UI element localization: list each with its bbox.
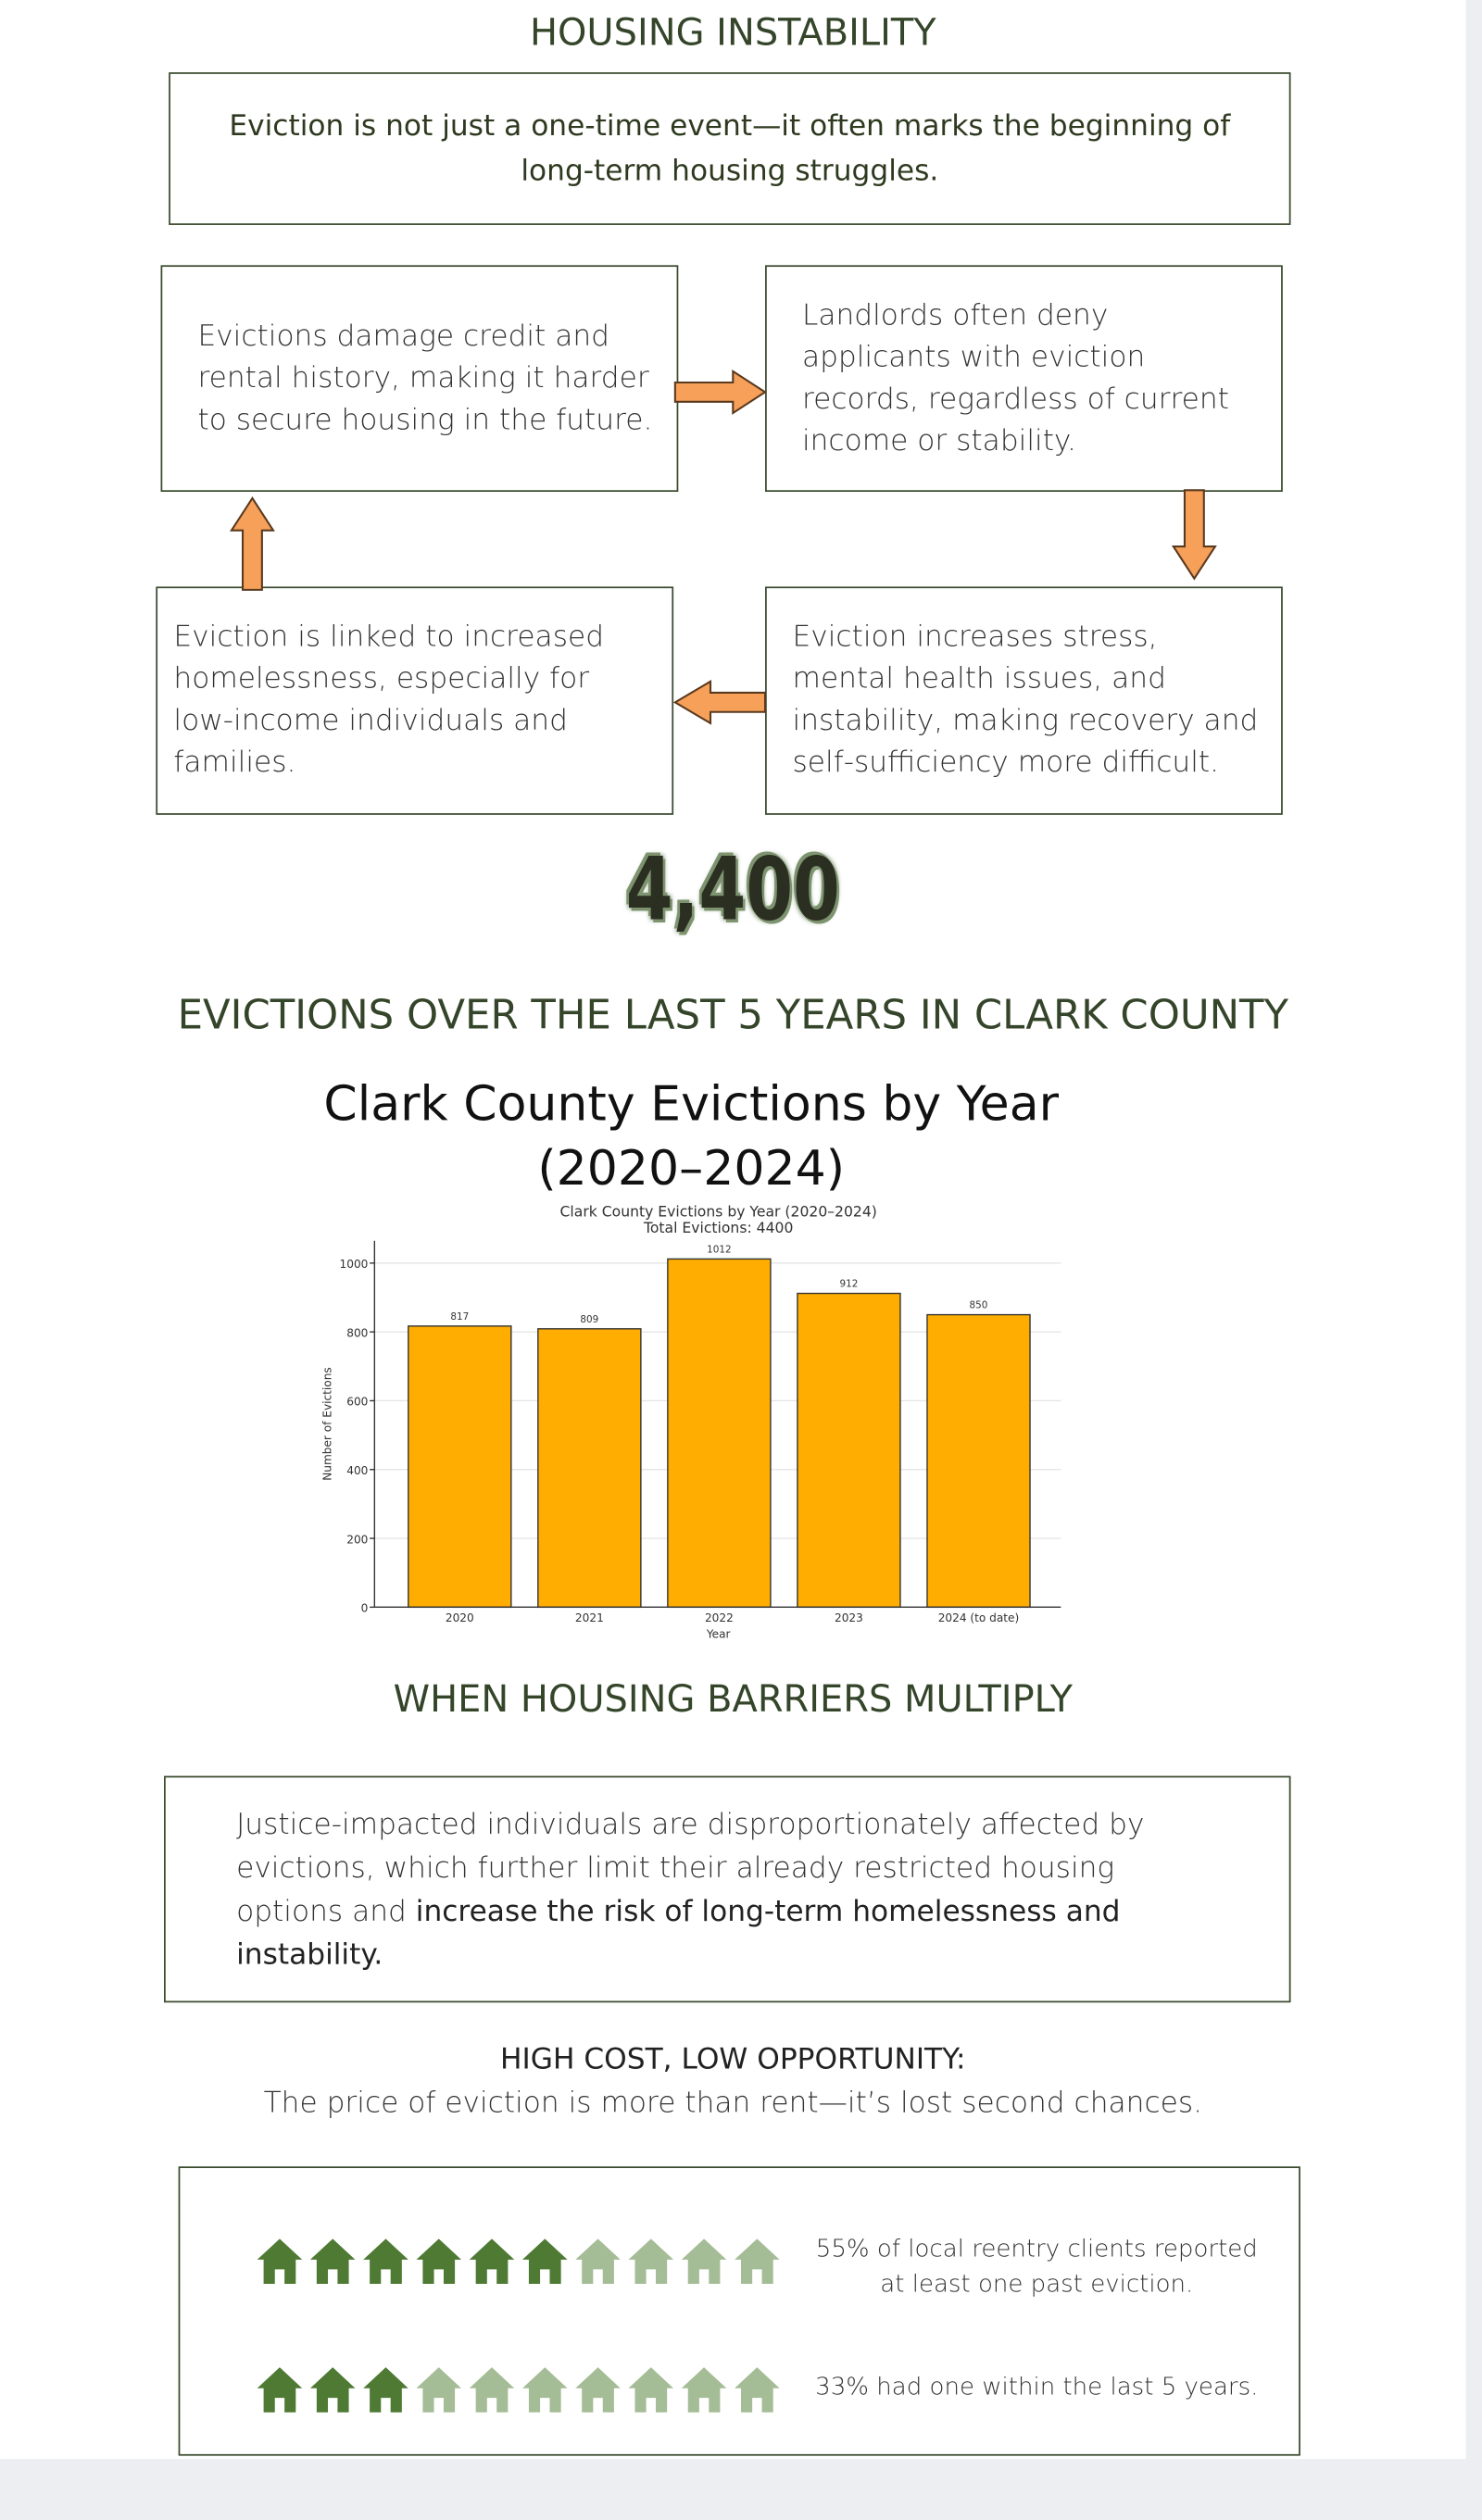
intro-box: Eviction is not just a one-time event—it… [169,72,1291,225]
house-icons [257,2238,780,2413]
chart-title: Clark County Evictions by Year (2020–202… [560,1204,877,1221]
bar [797,1292,901,1609]
intro-text: Eviction is not just a one-time event—it… [229,108,1231,188]
arrow [1171,489,1217,581]
cycle-box: Eviction increases stress, mental health… [765,586,1283,815]
icon-row [257,2238,568,2413]
arrow [673,369,767,415]
stat-text: 33% had one within the last 5 years. [815,2372,1259,2401]
cost-title: HIGH COST, LOW OPPORTUNITY: [500,2042,966,2077]
stat-text: 55% of local reentry clients reported at… [815,2234,1258,2299]
chart: Clark County Evictions by Year (2020–202… [320,1204,1061,1640]
x-tick-label: 2022 [705,1611,734,1624]
cycle-box: Evictions damage credit and rental histo… [160,265,679,493]
y-tick-label: 800 [346,1326,368,1339]
icon-row [416,2238,780,2413]
y-tick-label: 400 [346,1464,368,1477]
value-label: 912 [840,1279,859,1290]
value-label: 809 [580,1314,598,1325]
x-tick-label: 2020 [446,1611,474,1624]
x-tick-label: 2021 [575,1611,604,1624]
bar [537,1328,642,1609]
barriers-text: Justice-impacted individuals are disprop… [236,1802,1218,1975]
title: HOUSING INSTABILITY [529,12,936,56]
stat-caption: EVICTIONS OVER THE LAST 5 YEARS IN CLARK… [177,991,1289,1039]
x-tick-label: 2023 [835,1611,863,1624]
y-tick-label: 200 [346,1533,368,1546]
chart-subtitle: Total Evictions: 4400 [643,1220,793,1236]
arrow [229,496,275,591]
cycle-box: Landlords often deny applicants with evi… [765,265,1283,493]
stats-box [178,2166,1300,2456]
barriers-plain: Justice-impacted individuals are disprop… [236,1807,1145,1928]
arrows [229,369,1217,725]
section-title: WHEN HOUSING BARRIERS MULTIPLY [393,1679,1073,1722]
value-label: 1012 [707,1244,731,1255]
value-label: 817 [450,1311,469,1323]
content: HOUSING INSTABILITY Eviction is not just… [0,0,1466,2460]
big-number: 4,400 [625,838,840,941]
bar [926,1313,1031,1609]
bar [667,1258,772,1609]
x-tick-label: 2024 (to date) [938,1611,1020,1624]
y-tick-label: 1000 [340,1258,369,1271]
value-label: 850 [970,1300,988,1311]
barriers-bold: increase the risk of long-term homelessn… [236,1894,1121,1972]
chart-heading: Clark County Evictions by Year (2020–202… [323,1076,1060,1197]
arrow [672,679,767,725]
y-axis-label: Number of Evictions [320,1367,333,1481]
y-tick-label: 600 [346,1396,368,1409]
x-axis-label: Year [706,1627,731,1640]
cost-subtitle: The price of eviction is more than rent—… [263,2086,1203,2120]
barriers-box: Justice-impacted individuals are disprop… [164,1775,1291,2003]
y-tick-label: 0 [361,1602,369,1615]
bar [408,1325,512,1609]
cycle-box: Eviction is linked to increased homeless… [156,586,674,815]
